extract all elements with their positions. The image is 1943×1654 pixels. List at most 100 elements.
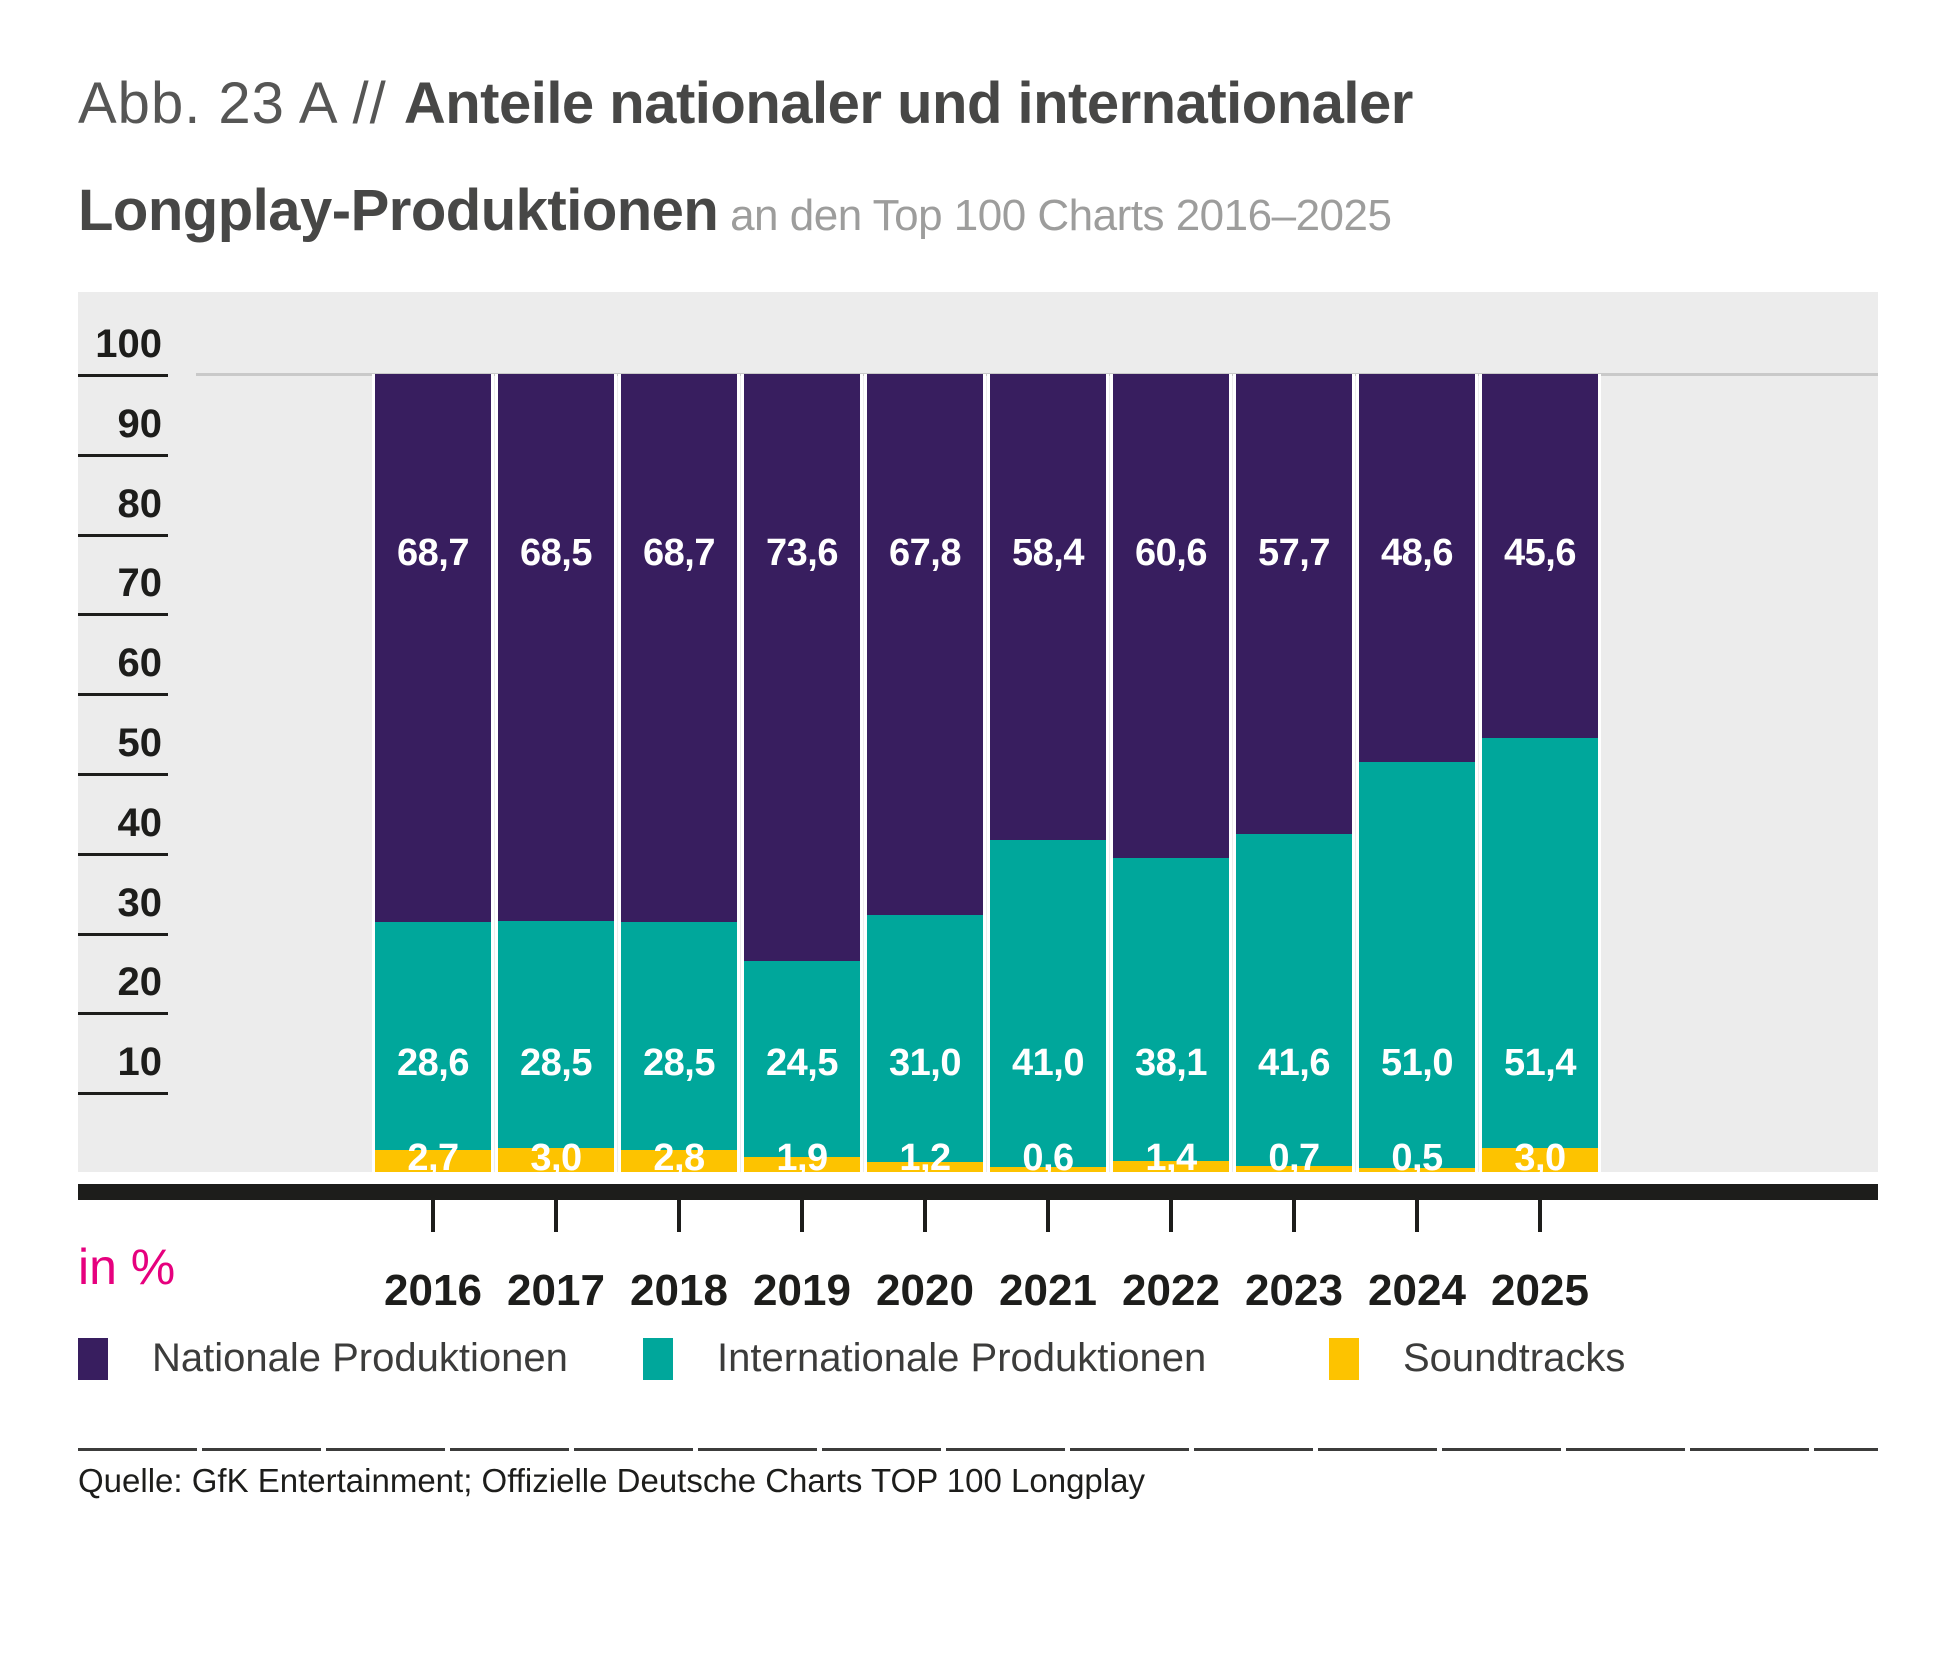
- x-tick-2022: [1169, 1200, 1173, 1232]
- year-label-2021: 2021: [999, 1266, 1097, 1315]
- year-label-2019: 2019: [753, 1266, 851, 1315]
- bar-value-international-2021: 41,0: [1012, 1042, 1084, 1084]
- bar-column-2016: 68,7 28,6 2,7: [372, 374, 494, 1179]
- bar-column-2019: 73,6 24,5 1,9: [741, 374, 863, 1179]
- source-text: Quelle: GfK Entertainment; Offizielle De…: [78, 1462, 1145, 1499]
- bar-value-international-2023: 41,6: [1258, 1042, 1330, 1084]
- y-tick-line-30: [78, 932, 168, 936]
- bar-column-2022: 60,6 38,1 1,4: [1110, 374, 1232, 1179]
- bar-segment-national-2025: [1482, 374, 1598, 738]
- legend-marker-icon: [1329, 1337, 1359, 1380]
- bar-column-2020: 67,8 31,0 1,2: [864, 374, 986, 1179]
- y-tick-line-70: [78, 613, 168, 617]
- bar-value-soundtracks-2022: 1,4: [1145, 1137, 1197, 1179]
- legend-marker-icon: [643, 1337, 673, 1380]
- x-tick-2020: [923, 1200, 927, 1232]
- bar-column-2024: 48,6 51,0 0,5: [1356, 374, 1478, 1179]
- y-tick-line-80: [78, 533, 168, 537]
- plot-area: 100 90 80 70 60 50 40 30 20 10 68,7 28,6 2,7 68,5 28,…: [78, 292, 1878, 1179]
- y-tick-label-20: 20: [117, 960, 163, 1005]
- bar-value-soundtracks-2016: 2,7: [407, 1137, 459, 1179]
- bar-segment-soundtracks-2024: [1359, 1168, 1475, 1172]
- bar-value-soundtracks-2021: 0,6: [1022, 1137, 1074, 1179]
- bar-segment-international-2018: [621, 922, 737, 1150]
- bar-value-national-2024: 48,6: [1381, 532, 1453, 574]
- bar-value-international-2017: 28,5: [520, 1042, 592, 1084]
- x-tick-2019: [800, 1200, 804, 1232]
- bar-column-2023: 57,7 41,6 0,7: [1233, 374, 1355, 1179]
- y-tick-line-40: [78, 852, 168, 856]
- legend-label: Internationale Produktionen: [717, 1336, 1207, 1380]
- bar-column-2025: 45,6 51,4 3,0: [1479, 374, 1601, 1179]
- title-subtitle: an den Top 100 Charts 2016–2025: [718, 191, 1392, 240]
- legend-label: Soundtracks: [1403, 1336, 1626, 1380]
- bar-segment-international-2024: [1359, 761, 1475, 1169]
- bar-segment-international-2023: [1236, 834, 1352, 1167]
- year-label-2023: 2023: [1245, 1266, 1343, 1315]
- y-tick-label-70: 70: [117, 561, 163, 606]
- y-tick-line-10: [78, 1092, 168, 1096]
- y-tick-line-50: [78, 773, 168, 776]
- year-label-2018: 2018: [630, 1266, 728, 1315]
- bar-segment-soundtracks-2023: [1236, 1166, 1352, 1172]
- bar-value-national-2021: 58,4: [1012, 532, 1084, 574]
- bar-value-national-2023: 57,7: [1258, 532, 1330, 574]
- bar-segment-national-2016: [375, 374, 491, 923]
- title-main-line-1: Anteile nationaler und internationaler: [403, 71, 1414, 136]
- bar-segment-soundtracks-2019: [744, 1156, 860, 1172]
- y-tick-label-10: 10: [117, 1040, 163, 1085]
- bar-column-2018: 68,7 28,5 2,8: [618, 374, 740, 1179]
- source-divider: [78, 1448, 1878, 1451]
- bar-segment-national-2022: [1113, 374, 1229, 858]
- unit-label: in %: [78, 1239, 176, 1295]
- legend-item-national: Nationale Produktionen: [78, 1336, 568, 1381]
- bar-column-2017: 68,5 28,5 3,0: [495, 374, 617, 1179]
- y-tick-line-60: [78, 693, 168, 697]
- x-tick-2018: [677, 1200, 681, 1232]
- bar-segment-national-2021: [990, 374, 1106, 841]
- bar-value-international-2022: 38,1: [1135, 1042, 1207, 1084]
- bar-segment-national-2017: [498, 374, 614, 921]
- bar-segment-soundtracks-2020: [867, 1162, 983, 1172]
- x-tick-2024: [1415, 1200, 1419, 1232]
- year-label-2022: 2022: [1122, 1266, 1220, 1315]
- bar-value-soundtracks-2020: 1,2: [899, 1137, 951, 1179]
- bar-segment-international-2017: [498, 920, 614, 1149]
- bar-value-soundtracks-2023: 0,7: [1268, 1137, 1320, 1179]
- y-tick-label-60: 60: [117, 641, 163, 686]
- bar-value-soundtracks-2024: 0,5: [1391, 1137, 1443, 1179]
- title-line-1: Abb. 23 A // Anteile nationaler und inte…: [78, 58, 1878, 165]
- year-label-2016: 2016: [384, 1266, 482, 1315]
- legend-label: Nationale Produktionen: [152, 1336, 568, 1380]
- bar-value-international-2016: 28,6: [397, 1042, 469, 1084]
- bar-value-national-2019: 73,6: [766, 532, 838, 574]
- bar-segment-soundtracks-2016: [375, 1150, 491, 1172]
- bar-segment-national-2023: [1236, 374, 1352, 835]
- bar-value-international-2018: 28,5: [643, 1042, 715, 1084]
- year-label-2020: 2020: [876, 1266, 974, 1315]
- legend-item-soundtracks: Soundtracks: [1329, 1336, 1625, 1381]
- bar-segment-soundtracks-2022: [1113, 1160, 1229, 1172]
- x-tick-2021: [1046, 1200, 1050, 1232]
- bar-value-soundtracks-2019: 1,9: [776, 1137, 828, 1179]
- bar-segment-international-2022: [1113, 856, 1229, 1161]
- title-prefix: Abb. 23 A //: [78, 71, 404, 136]
- bar-value-soundtracks-2025: 3,0: [1514, 1137, 1566, 1179]
- y-tick-label-50: 50: [117, 721, 163, 765]
- bar-segment-soundtracks-2021: [990, 1167, 1106, 1172]
- legend-marker-icon: [78, 1337, 108, 1380]
- y-tick-line-100: [78, 374, 168, 377]
- bar-segment-international-2021: [990, 840, 1106, 1168]
- bar-segment-international-2025: [1482, 737, 1598, 1149]
- bar-value-national-2016: 68,7: [397, 532, 469, 574]
- bar-segment-national-2020: [867, 374, 983, 916]
- year-label-2024: 2024: [1368, 1266, 1466, 1315]
- x-tick-2025: [1538, 1200, 1542, 1232]
- bar-segment-international-2019: [744, 961, 860, 1157]
- bar-value-international-2025: 51,4: [1504, 1042, 1576, 1084]
- x-tick-2016: [431, 1200, 435, 1232]
- bar-segment-international-2020: [867, 915, 983, 1163]
- legend-item-international: Internationale Produktionen: [643, 1336, 1206, 1381]
- bar-column-2021: 58,4 41,0 0,6: [987, 374, 1109, 1179]
